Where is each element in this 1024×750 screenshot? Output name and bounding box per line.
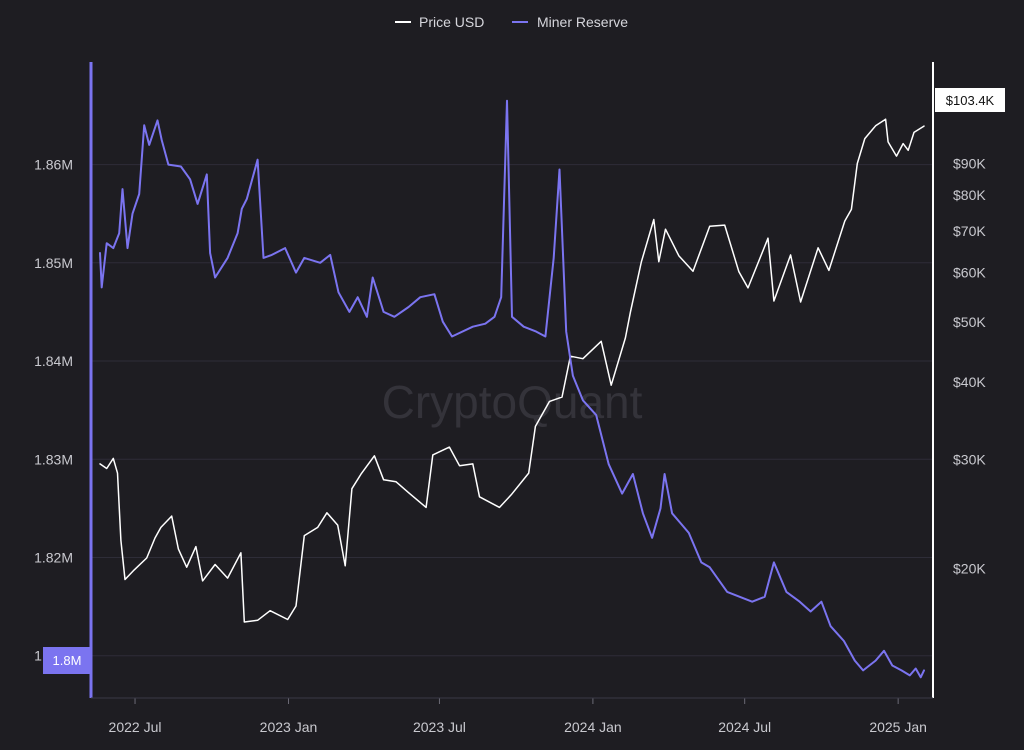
y-axis-right: $20K $30K $40K $50K $60K $70K $80K $90K [953,155,986,576]
x-tick-label: 2025 Jan [869,719,927,735]
current-price-label: $103.4K [946,93,995,108]
current-reserve-badge-bg [43,647,91,674]
current-price-badge-bg [935,88,1005,112]
x-tick-label: 2024 Jan [564,719,622,735]
legend: Price USD Miner Reserve [395,14,628,30]
y-right-tick-label: $60K [953,265,986,281]
y-left-tick-label: 1.84M [34,353,73,369]
y-left-tick-label: 1.82M [34,549,73,565]
x-tick-label: 2022 Jul [109,719,162,735]
y-right-tick-label: $20K [953,561,986,577]
legend-price-label[interactable]: Price USD [419,14,484,30]
y-right-tick-label: $70K [953,223,986,239]
current-reserve-label: 1.8M [53,653,82,668]
y-right-tick-label: $50K [953,314,986,330]
current-price-badge: $103.4K [935,88,1005,112]
x-tick-label: 2023 Jul [413,719,466,735]
x-tick-label: 2024 Jul [718,719,771,735]
y-left-tick-label: 1.86M [34,157,73,173]
legend-reserve-label[interactable]: Miner Reserve [537,14,628,30]
x-axis: 2022 Jul 2023 Jan 2023 Jul 2024 Jan 2024 Jul… [109,698,927,735]
x-tick-label: 2023 Jan [260,719,318,735]
y-left-tick-label: 1.83M [34,451,73,467]
watermark: CryptoQuant [382,376,643,428]
series-layer [99,99,925,679]
y-right-tick-label: $80K [953,187,986,203]
y-right-tick-label: $90K [953,155,986,171]
y-right-tick-label: $30K [953,451,986,467]
y-left-tick-label: 1.85M [34,255,73,271]
series-line-price-usd [99,118,925,623]
current-reserve-badge: 1.8M [43,647,91,674]
series-line-miner-reserve [99,99,925,679]
y-right-tick-label: $40K [953,374,986,390]
